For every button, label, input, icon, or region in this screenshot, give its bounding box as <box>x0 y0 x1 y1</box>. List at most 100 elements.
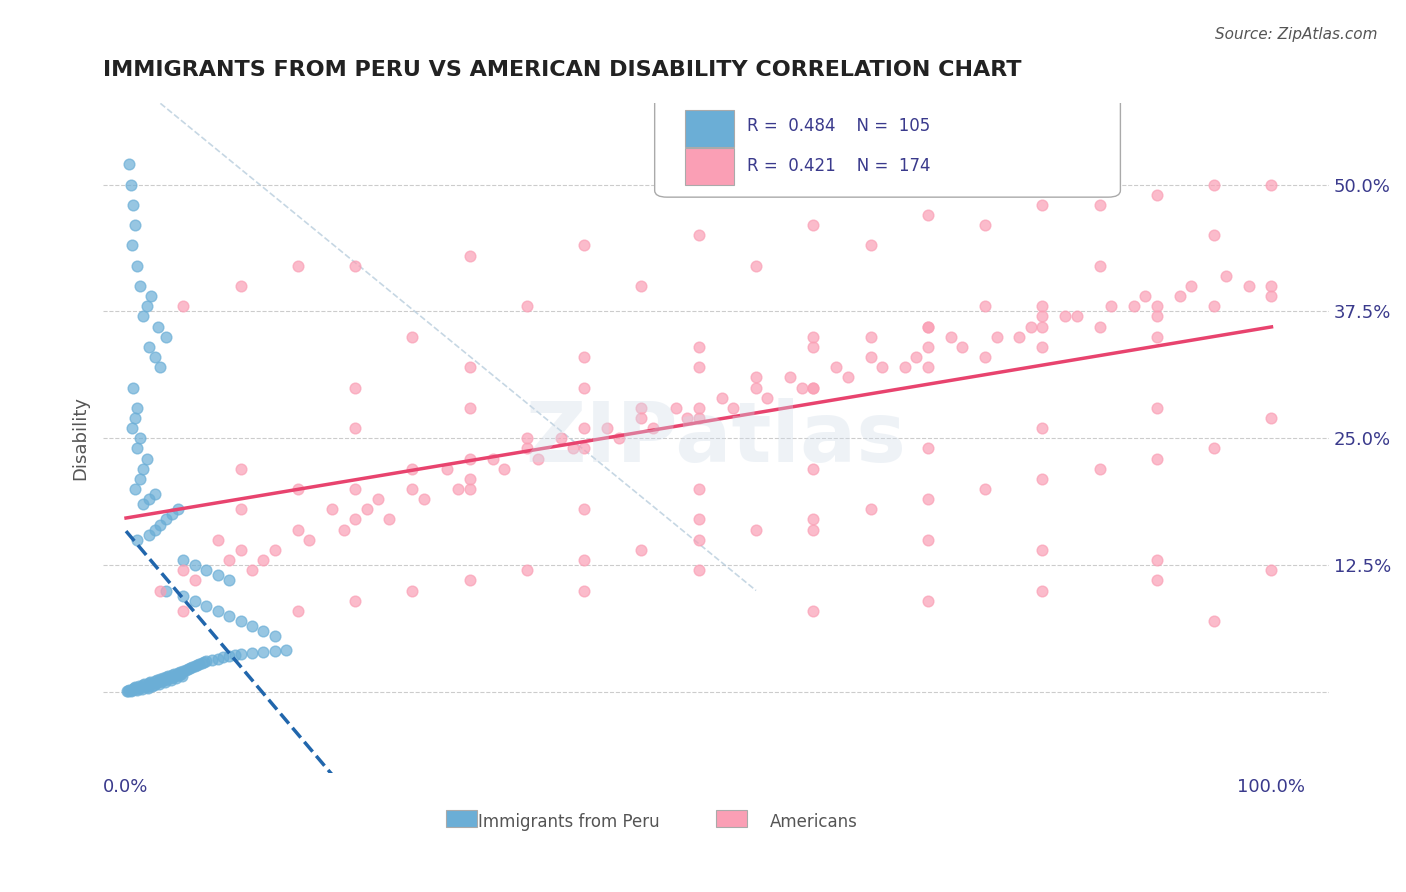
Point <box>159 671 181 685</box>
Point <box>177 662 200 676</box>
FancyBboxPatch shape <box>685 110 734 147</box>
Point <box>917 208 939 222</box>
Point <box>344 259 367 273</box>
Point <box>917 360 939 375</box>
Point <box>458 249 481 263</box>
Point <box>127 259 149 273</box>
Point <box>321 502 343 516</box>
Point <box>688 563 710 577</box>
Point <box>207 651 229 665</box>
Point <box>412 492 434 507</box>
Point <box>801 340 824 354</box>
Point <box>1066 310 1088 324</box>
Point <box>138 492 160 507</box>
Point <box>1204 228 1226 243</box>
Point <box>195 599 218 613</box>
Point <box>252 624 274 639</box>
Point <box>688 533 710 547</box>
Point <box>224 648 246 663</box>
Point <box>155 583 177 598</box>
Point <box>139 674 162 689</box>
Y-axis label: Disability: Disability <box>72 396 89 480</box>
Point <box>790 380 813 394</box>
Point <box>218 574 240 588</box>
Point <box>332 523 354 537</box>
Point <box>149 583 172 598</box>
Point <box>148 677 170 691</box>
Point <box>155 670 177 684</box>
Point <box>124 482 146 496</box>
Point <box>801 330 824 344</box>
FancyBboxPatch shape <box>655 90 1121 197</box>
Point <box>124 218 146 232</box>
Point <box>141 679 163 693</box>
Text: IMMIGRANTS FROM PERU VS AMERICAN DISABILITY CORRELATION CHART: IMMIGRANTS FROM PERU VS AMERICAN DISABIL… <box>103 60 1022 79</box>
Point <box>195 563 218 577</box>
Point <box>160 667 183 681</box>
FancyBboxPatch shape <box>446 810 477 827</box>
Point <box>1146 574 1168 588</box>
Point <box>676 411 699 425</box>
Point <box>356 502 378 516</box>
Point <box>264 543 287 558</box>
Point <box>240 619 263 633</box>
Point <box>124 680 146 694</box>
Point <box>1135 289 1157 303</box>
Point <box>127 533 149 547</box>
Point <box>859 502 882 516</box>
Point <box>129 680 152 694</box>
Point <box>516 431 538 445</box>
Point <box>165 669 187 683</box>
Point <box>1215 268 1237 283</box>
Point <box>801 218 824 232</box>
Point <box>630 279 652 293</box>
Point <box>1204 299 1226 313</box>
Point <box>146 673 169 687</box>
Point <box>1204 442 1226 456</box>
Point <box>481 451 503 466</box>
Point <box>607 431 630 445</box>
Point <box>125 681 148 696</box>
Point <box>190 656 212 670</box>
FancyBboxPatch shape <box>716 810 747 827</box>
Point <box>120 684 142 698</box>
Point <box>212 650 235 665</box>
Point <box>229 461 252 475</box>
Point <box>149 360 172 375</box>
Point <box>120 178 142 192</box>
Point <box>974 299 997 313</box>
Point <box>159 673 181 687</box>
Point <box>401 330 423 344</box>
Point <box>917 492 939 507</box>
Point <box>688 401 710 415</box>
Point <box>181 659 204 673</box>
Point <box>574 350 596 364</box>
Point <box>745 259 768 273</box>
Point <box>974 218 997 232</box>
Point <box>574 238 596 252</box>
Point <box>344 482 367 496</box>
Point <box>550 431 572 445</box>
Point <box>143 673 166 688</box>
Text: Immigrants from Peru: Immigrants from Peru <box>478 814 659 831</box>
Point <box>117 684 139 698</box>
Point <box>229 614 252 628</box>
Point <box>458 472 481 486</box>
Point <box>141 677 163 691</box>
Point <box>252 553 274 567</box>
Point <box>152 671 174 685</box>
Point <box>801 380 824 394</box>
Point <box>122 198 145 212</box>
Point <box>801 523 824 537</box>
Point <box>124 411 146 425</box>
Point <box>134 679 156 693</box>
Point <box>1088 461 1111 475</box>
Point <box>436 461 458 475</box>
Point <box>917 340 939 354</box>
Point <box>378 512 401 526</box>
Point <box>1237 279 1260 293</box>
Point <box>1008 330 1031 344</box>
Point <box>155 512 177 526</box>
Point <box>344 421 367 435</box>
Point <box>1054 310 1077 324</box>
